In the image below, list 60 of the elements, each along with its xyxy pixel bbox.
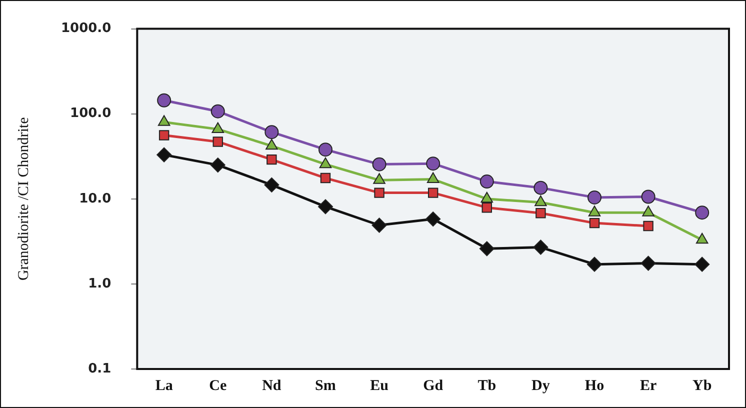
point [536,208,546,218]
point [428,188,438,198]
point [479,241,494,256]
point [157,93,172,108]
point [319,157,332,168]
x-tick-label: Tb [478,378,496,394]
y-tick-label: 100.0 [70,106,112,122]
y-tick-label: 0.1 [88,361,112,376]
y-axis-title: Granodiorite /CI Chondrite [16,116,32,281]
point [480,192,494,203]
point [320,172,331,184]
x-tick-label: Er [640,378,657,394]
point [374,188,384,198]
y-tick-label: 1.0 [88,276,112,292]
point [266,138,278,150]
point [426,212,441,227]
point [641,190,656,204]
point [212,136,223,147]
x-tick-label: Ce [209,378,227,394]
point [533,240,548,255]
point [210,104,225,118]
point [534,180,548,195]
point [264,177,280,192]
x-tick-label: Yb [692,378,712,394]
point [695,206,710,220]
point [643,220,654,232]
x-tick-label: Ho [584,378,604,394]
point [318,142,332,157]
point [210,158,226,173]
point [587,190,602,204]
point [588,206,601,216]
point [373,173,386,184]
point [426,156,440,171]
point [482,202,492,213]
point [156,147,172,162]
point [426,172,440,184]
point [586,256,602,272]
x-tick-label: Gd [423,378,444,394]
point [212,122,224,133]
point [696,232,708,244]
x-tick-label: Eu [370,378,388,394]
point [640,256,656,271]
x-tick-label: La [155,378,174,394]
point [480,174,494,189]
point [534,195,547,206]
x-tick-label: Nd [262,378,282,394]
y-tick-label: 10.0 [79,191,112,206]
point [372,218,387,233]
x-tick-label: Sm [315,378,336,394]
y-tick-label: 1000.0 [60,21,112,36]
point [158,115,170,126]
point [642,206,654,216]
point [694,256,710,272]
point [372,157,386,172]
point [318,199,333,214]
point [266,154,277,165]
point [158,130,170,140]
point [264,125,279,140]
x-tick-label: Dy [532,378,550,394]
point [589,218,600,228]
